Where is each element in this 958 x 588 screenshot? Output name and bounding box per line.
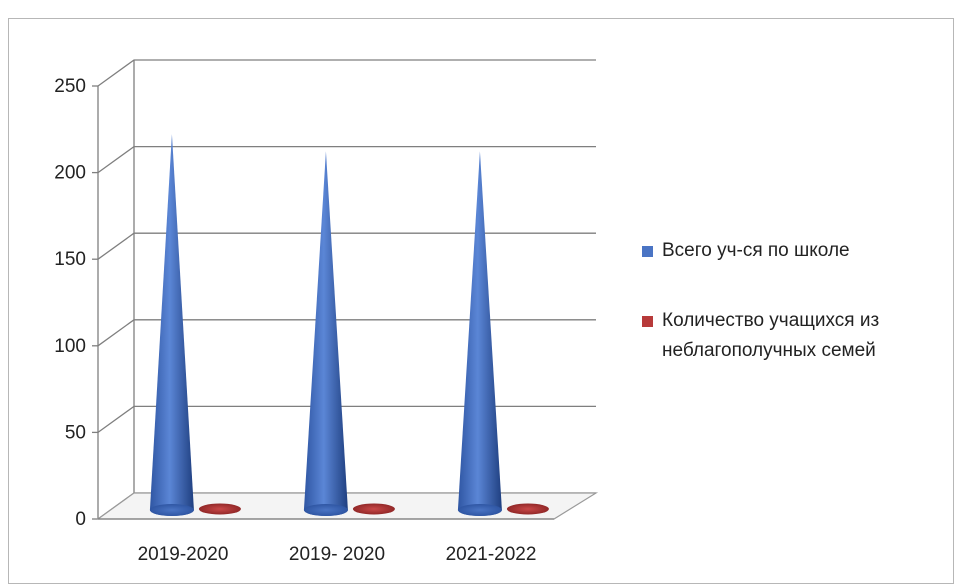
chart-border [8,18,954,584]
legend-item-disadvantaged: Количество учащихся из неблагополучных с… [640,306,950,366]
x-category-label: 2019- 2020 [289,544,385,565]
legend-item-total: Всего уч-ся по школе [640,236,950,266]
cone-total-base [303,504,348,516]
y-tick-label: 200 [54,163,86,184]
x-category-label: 2021-2022 [446,544,537,565]
y-axis-ticks: 0 50 100 150 200 250 [54,76,86,530]
y-tick-label: 150 [54,249,86,270]
legend-label-total: Всего уч-ся по школе [662,240,850,261]
legend: Всего уч-ся по школе Количество учащихся… [640,236,950,366]
cone-bars [149,133,549,516]
legend-swatch-red [642,316,653,327]
legend-swatch-blue [642,246,653,257]
x-axis-labels: 2019-2020 2019- 2020 2021-2022 [138,544,537,565]
legend-label-disadvantaged: Количество учащихся из неблагополучных с… [662,310,880,361]
gridline [97,59,596,87]
y-tick-label: 250 [54,76,86,97]
cone-total [303,151,348,516]
cone-total [457,151,502,516]
cone-total [149,133,194,516]
cone-disadvantaged [352,503,395,515]
x-category-label: 2019-2020 [138,544,229,565]
cone-disadvantaged [506,503,549,515]
cone-total-base [457,504,502,516]
cone-disadvantaged [198,503,241,515]
y-tick-label: 50 [65,422,86,443]
y-tick-label: 100 [54,336,86,357]
y-tick-label: 0 [75,509,86,530]
cone-total-base [149,504,194,516]
